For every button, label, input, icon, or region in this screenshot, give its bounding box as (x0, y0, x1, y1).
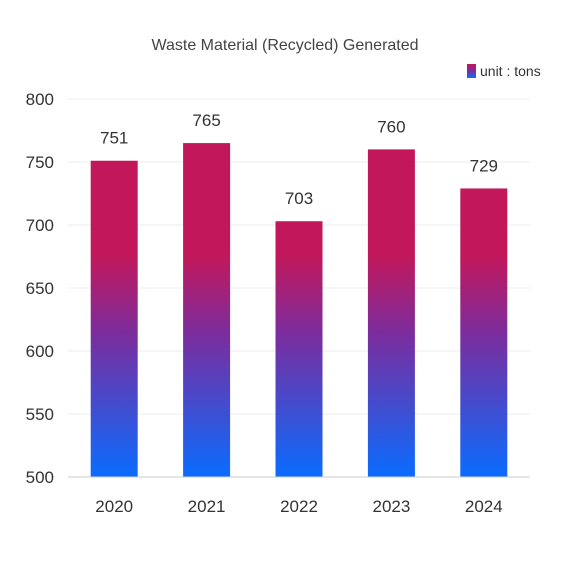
y-tick-label: 700 (26, 216, 54, 235)
bar-2021 (183, 143, 231, 477)
y-tick-label: 750 (26, 153, 54, 172)
x-tick-label-2024: 2024 (465, 497, 503, 516)
y-tick-label: 500 (26, 468, 54, 487)
bar-2024 (460, 188, 508, 477)
bar-2022 (275, 221, 323, 477)
y-tick-label: 550 (26, 405, 54, 424)
x-tick-label-2021: 2021 (188, 497, 226, 516)
data-label-2024: 729 (470, 156, 498, 175)
x-tick-label-2023: 2023 (372, 497, 410, 516)
y-tick-label: 600 (26, 342, 54, 361)
legend: unit : tons (467, 63, 541, 79)
data-label-2021: 765 (192, 111, 220, 130)
y-tick-label: 650 (26, 279, 54, 298)
legend-label: unit : tons (480, 63, 541, 79)
y-tick-label: 800 (26, 90, 54, 109)
data-label-2023: 760 (377, 117, 405, 136)
chart-title: Waste Material (Recycled) Generated (151, 37, 418, 54)
data-labels: 751 765 703 760 729 (100, 111, 498, 208)
bar-2020 (90, 160, 138, 478)
bar-2023 (367, 149, 415, 477)
x-tick-label-2022: 2022 (280, 497, 318, 516)
x-tick-label-2020: 2020 (95, 497, 133, 516)
data-label-2022: 703 (285, 189, 313, 208)
bars (90, 143, 508, 478)
legend-swatch (467, 64, 476, 78)
y-axis-ticks: 500 550 600 650 700 750 800 (26, 90, 54, 487)
x-axis-ticks: 2020 2021 2022 2023 2024 (95, 497, 502, 516)
data-label-2020: 751 (100, 129, 128, 148)
